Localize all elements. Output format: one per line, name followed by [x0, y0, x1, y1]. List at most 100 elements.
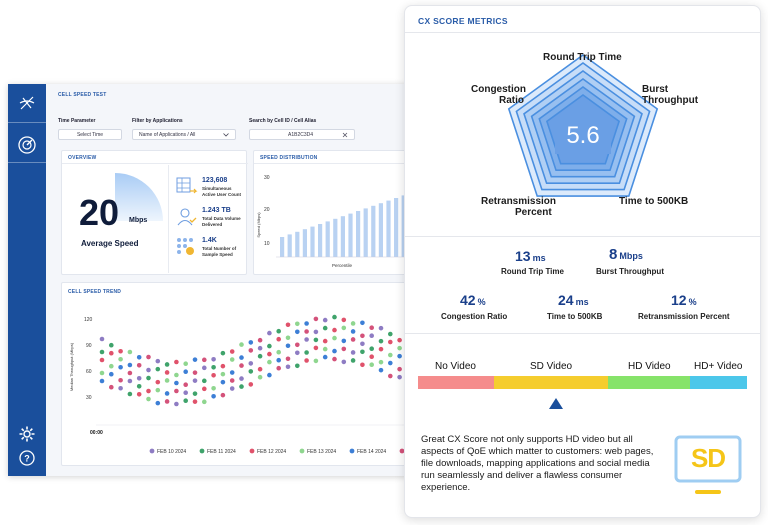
trend-dot — [378, 325, 384, 331]
trend-dot — [99, 336, 105, 342]
trend-dot — [174, 388, 179, 394]
time-select[interactable]: Select Time — [58, 129, 122, 140]
trend-dot — [109, 363, 114, 369]
trend-dot — [220, 379, 226, 385]
quality-marker-icon — [549, 398, 563, 409]
distribution-bar — [302, 229, 307, 257]
metric-label-burst: Burst Throughput — [596, 267, 664, 276]
trend-dot — [229, 378, 235, 383]
cell-search-input[interactable]: A1B2C3D4 — [249, 129, 355, 140]
trend-dot — [220, 350, 226, 356]
trend-dot — [341, 325, 347, 331]
quality-segment-hd-plus-video — [690, 376, 747, 389]
trend-dot — [388, 352, 393, 358]
trend-dot — [155, 366, 161, 372]
trend-dot — [146, 375, 151, 381]
trend-dot — [369, 354, 375, 360]
legend-label: FEB 13 2024 — [307, 449, 336, 455]
legend-swatch — [399, 448, 405, 454]
trend-dot — [239, 355, 244, 360]
trend-dot — [118, 356, 123, 362]
trend-dot — [350, 350, 356, 355]
quality-segment-hd-video — [608, 376, 690, 389]
y-tick: 90 — [86, 343, 92, 349]
trend-dot — [257, 374, 263, 380]
metric-value-burst: 8 Mbps — [609, 246, 643, 263]
trend-dot — [183, 398, 188, 404]
trend-dot — [295, 329, 300, 335]
trend-dot — [322, 354, 328, 360]
overview-card: OVERVIEW 20 Mbps Average Speed — [61, 150, 248, 275]
trend-dot — [285, 343, 291, 349]
trend-dot — [211, 393, 216, 399]
y-axis-label: Median Throughput (Mbps) — [69, 342, 74, 391]
radar-label-time-500kb: Time to 500KB — [619, 196, 689, 207]
logo-icon[interactable] — [16, 92, 38, 114]
stat-label: Total Data Volume Delivered — [202, 216, 241, 227]
trend-dot — [313, 358, 319, 364]
trend-dot — [397, 337, 402, 343]
trend-dot — [118, 364, 123, 370]
distribution-bar — [363, 208, 368, 257]
legend-swatch — [199, 448, 205, 454]
trend-dot — [341, 359, 347, 365]
trend-dot — [322, 338, 328, 344]
close-icon[interactable] — [342, 132, 348, 138]
trend-dot — [211, 385, 216, 391]
quality-label-hd-video: HD Video — [628, 361, 671, 372]
trend-dot — [378, 338, 384, 344]
trend-dot — [239, 376, 244, 381]
trend-dot — [369, 325, 375, 331]
trend-dot — [118, 385, 123, 391]
search-label: Search by Cell ID / Cell Alias — [249, 118, 317, 124]
trend-dot — [285, 356, 291, 362]
trend-dot — [211, 372, 216, 378]
speed-test-icon[interactable] — [16, 134, 38, 156]
trend-dot — [136, 363, 142, 368]
legend-swatch — [149, 448, 155, 454]
trend-dot — [99, 370, 105, 376]
trend-dot — [229, 370, 235, 375]
trend-dot — [388, 331, 393, 337]
trend-dot — [285, 335, 291, 341]
distribution-bar — [287, 234, 292, 257]
sidebar-divider — [8, 122, 46, 123]
trend-dot — [118, 377, 123, 383]
stat-value: 1.4K — [202, 237, 217, 244]
radar-label-retrans-2: Percent — [515, 207, 552, 218]
distribution-bar — [310, 226, 315, 257]
trend-dot — [174, 359, 179, 365]
stat-label: Simultaneous Active User Count — [202, 186, 242, 197]
trend-dot — [304, 358, 309, 363]
gear-icon[interactable] — [16, 423, 38, 445]
cx-score-value: 5.6 — [566, 122, 599, 149]
metric-label-rtt: Round Trip Time — [501, 267, 564, 276]
distribution-bar — [325, 221, 330, 257]
trend-dot — [313, 345, 319, 351]
trend-dot — [397, 374, 402, 380]
apps-filter-select[interactable]: Name of Applications / All — [132, 129, 236, 140]
trend-dot — [192, 391, 198, 396]
trend-dot — [229, 349, 235, 354]
trend-dot — [192, 378, 198, 383]
trend-dot — [350, 329, 356, 334]
trend-dot — [146, 354, 151, 360]
trend-dot — [192, 370, 198, 375]
trend-dot — [267, 351, 272, 357]
y-tick: 120 — [84, 317, 93, 323]
radar-label-retrans-1: Retransmission — [481, 196, 557, 207]
trend-dot — [369, 333, 375, 339]
users-grid-icon — [176, 177, 198, 202]
trend-dot — [350, 358, 356, 363]
trend-dot — [257, 337, 263, 343]
trend-dot — [388, 373, 393, 379]
trend-dot — [304, 337, 309, 342]
distribution-bar — [378, 203, 383, 257]
y-tick: 10 — [264, 241, 270, 247]
trend-dot — [285, 364, 291, 370]
help-icon[interactable]: ? — [16, 447, 38, 469]
distribution-bar — [280, 237, 285, 257]
trend-dot — [267, 330, 272, 336]
metric-label-time-500kb: Time to 500KB — [547, 312, 603, 321]
trend-dot — [183, 390, 188, 396]
